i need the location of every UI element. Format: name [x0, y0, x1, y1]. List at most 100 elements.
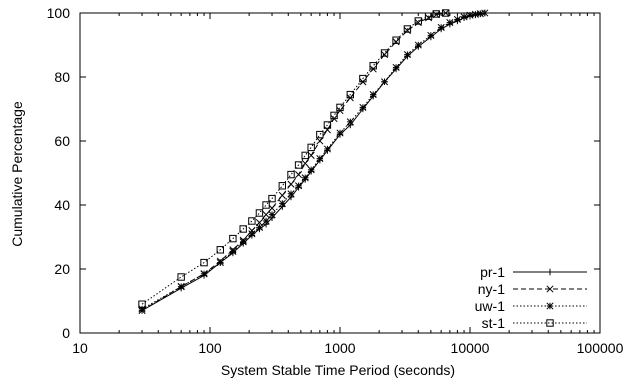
series-line [141, 12, 485, 312]
data-point [278, 182, 287, 190]
data-point [380, 78, 389, 86]
data-point [392, 63, 400, 71]
data-point [301, 151, 309, 160]
data-point [287, 190, 295, 198]
data-point [216, 259, 224, 267]
data-point [453, 15, 461, 23]
x-tick-label: 10 [72, 340, 88, 356]
data-point [138, 305, 146, 313]
data-point [427, 31, 435, 39]
data-point [307, 143, 315, 152]
data-point [369, 62, 377, 70]
data-point [441, 9, 450, 17]
data-point [336, 103, 344, 112]
y-tick-label: 100 [47, 5, 71, 21]
data-point [414, 19, 422, 27]
data-point [239, 238, 247, 246]
data-point [278, 191, 286, 199]
legend-label: pr-1 [480, 264, 505, 280]
y-tick-label: 40 [54, 197, 70, 213]
legend-label: ny-1 [478, 281, 505, 297]
legend-label: uw-1 [475, 298, 506, 314]
data-point [262, 217, 270, 225]
legend-item-ny-1: ny-1 [478, 281, 587, 297]
x-tick-label: 1000 [324, 340, 355, 356]
data-point [200, 258, 208, 267]
legend-marker [546, 302, 554, 310]
data-point [200, 270, 208, 278]
legend-label: st-1 [482, 315, 506, 331]
series-line [141, 12, 446, 312]
legend-marker [546, 285, 554, 293]
data-point [403, 51, 411, 59]
data-point [268, 211, 276, 219]
y-axis-label: Cumulative Percentage [9, 101, 25, 247]
y-tick-label: 20 [54, 261, 70, 277]
data-point [287, 180, 295, 188]
data-point [414, 17, 422, 25]
data-point [432, 10, 440, 18]
y-tick-label: 60 [54, 133, 70, 149]
data-point [278, 199, 286, 207]
data-point [295, 171, 303, 179]
data-point [403, 27, 411, 35]
data-point [239, 225, 247, 233]
data-point [229, 234, 237, 243]
data-point [262, 201, 270, 209]
data-point [330, 111, 338, 120]
data-point [316, 137, 324, 145]
series-line [141, 12, 485, 310]
data-point [248, 217, 256, 225]
data-point [323, 145, 331, 153]
data-point [359, 103, 367, 111]
series-uw-1 [138, 9, 489, 313]
data-point [177, 273, 185, 281]
data-point [138, 300, 146, 308]
data-point [392, 36, 400, 44]
x-tick-label: 100 [198, 340, 222, 356]
y-tick-label: 80 [54, 69, 70, 85]
legend-item-st-1: st-1 [482, 315, 587, 331]
data-point [248, 230, 256, 238]
data-point [323, 126, 331, 134]
data-point [262, 211, 270, 219]
data-point [424, 12, 433, 20]
data-point [301, 174, 309, 182]
data-point [268, 204, 276, 212]
data-point [359, 74, 367, 83]
data-point [392, 38, 400, 46]
data-point [369, 91, 377, 99]
series-st-1 [138, 9, 450, 308]
data-point [307, 166, 315, 174]
data-point [481, 9, 489, 17]
series-pr-1 [138, 9, 489, 314]
legend-item-uw-1: uw-1 [475, 298, 587, 314]
data-point [316, 130, 324, 139]
data-point [294, 161, 303, 169]
x-tick-label: 10000 [451, 340, 490, 356]
data-point [336, 129, 344, 137]
y-tick-label: 0 [62, 325, 70, 341]
data-point [414, 41, 422, 49]
legend-marker [546, 319, 554, 327]
data-point [255, 209, 264, 217]
data-point [216, 246, 224, 254]
x-tick-label: 100000 [577, 340, 624, 356]
series-line [141, 12, 446, 305]
data-point [177, 283, 185, 291]
data-point [295, 182, 303, 190]
data-point [446, 19, 454, 27]
data-point [403, 25, 412, 33]
data-point [346, 118, 354, 126]
data-point [380, 49, 389, 57]
legend-item-pr-1: pr-1 [480, 264, 587, 280]
data-point [316, 155, 324, 163]
data-point [323, 121, 332, 129]
legend-marker [546, 268, 554, 276]
data-point [307, 151, 315, 159]
legend: pr-1ny-1uw-1st-1 [475, 264, 587, 331]
data-point [287, 170, 295, 179]
data-point [229, 247, 237, 255]
data-point [301, 159, 309, 167]
